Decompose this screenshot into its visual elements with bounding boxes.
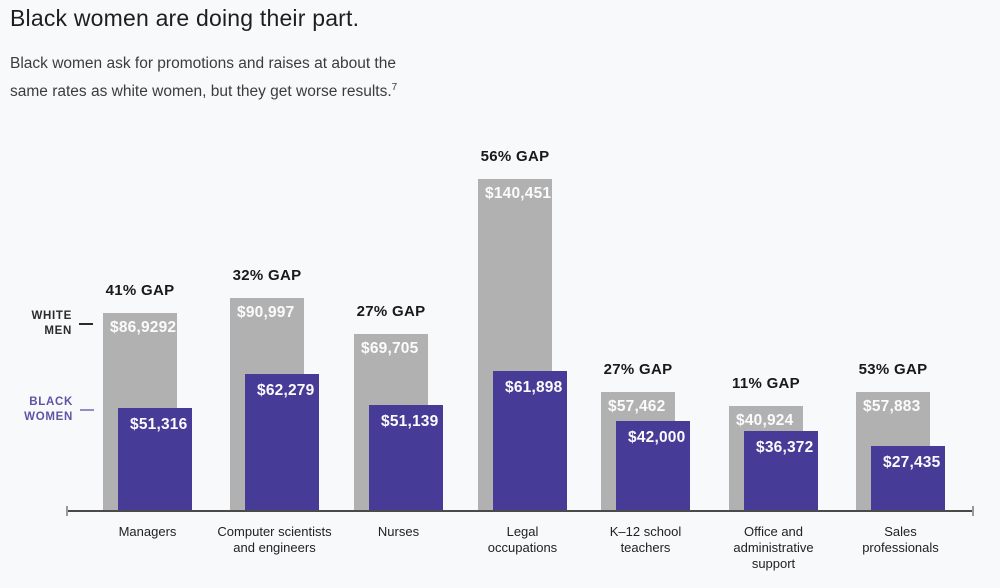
category-label: Managers (118, 524, 177, 539)
white-men-value-label: $40,924 (736, 412, 794, 429)
black-women-bar: $61,898 (493, 371, 567, 510)
gap-percent-label: 41% GAP (105, 282, 175, 299)
black-women-value-label: $27,435 (883, 454, 941, 471)
black-women-value-label: $51,139 (381, 413, 439, 430)
category-label: K–12 school teachers (609, 524, 682, 555)
category-label: Sales professionals (862, 524, 939, 555)
bar-group: 11% GAP $40,924 $36,372 (729, 0, 818, 510)
category-label: Computer scientists and engineers (217, 524, 332, 555)
white-men-value-label: $140,451 (485, 185, 552, 202)
subtitle-line-1: Black women ask for promotions and raise… (10, 55, 396, 72)
black-women-bar: $51,139 (369, 405, 443, 510)
gap-percent-label: 32% GAP (232, 267, 302, 284)
x-axis-left-tick (66, 506, 68, 516)
bar-group: 53% GAP $57,883 $27,435 (856, 0, 945, 510)
black-women-bar: $36,372 (744, 431, 818, 510)
black-women-value-label: $42,000 (628, 429, 686, 446)
legend-black-women-label: BLACK WOMEN (24, 396, 73, 423)
black-women-bar: $51,316 (118, 408, 192, 510)
bar-group: 27% GAP $57,462 $42,000 (601, 0, 690, 510)
category-label: Legal occupations (487, 524, 558, 555)
white-men-value-label: $57,462 (608, 398, 666, 415)
white-men-value-label: $86,9292 (110, 319, 177, 336)
legend-black-women: BLACK WOMEN (0, 395, 94, 425)
gap-percent-label: 27% GAP (356, 303, 426, 320)
x-axis-right-tick (972, 506, 974, 516)
gap-percent-label: 56% GAP (480, 148, 550, 165)
page-title: Black women are doing their part. (10, 5, 360, 31)
subtitle-line-2: same rates as white women, but they get … (10, 82, 398, 101)
chart-subtitle: Black women ask for promotions and raise… (10, 52, 397, 104)
category-label: Office and administrative support (733, 524, 814, 571)
black-women-value-label: $62,279 (257, 382, 315, 399)
white-men-value-label: $90,997 (237, 304, 295, 321)
gap-percent-label: 11% GAP (732, 375, 800, 392)
black-women-bar: $62,279 (245, 374, 319, 510)
gap-percent-label: 27% GAP (603, 361, 673, 378)
category-label: Nurses (377, 524, 420, 539)
bar-group: 32% GAP $90,997 $62,279 (230, 0, 319, 510)
footnote-marker: 7 (391, 82, 398, 93)
black-women-value-label: $51,316 (130, 416, 188, 433)
black-women-bar: $27,435 (871, 446, 945, 510)
black-women-bar: $42,000 (616, 421, 690, 510)
legend-white-men-dash-icon (79, 323, 93, 325)
bar-group: 27% GAP $69,705 $51,139 (354, 0, 443, 510)
legend-black-women-dash-icon (80, 409, 94, 411)
bar-group: 41% GAP $86,9292 $51,316 (103, 0, 192, 510)
white-men-value-label: $69,705 (361, 340, 419, 357)
gap-percent-label: 53% GAP (858, 361, 928, 378)
x-axis-line (66, 510, 974, 512)
legend-white-men: WHITE MEN (0, 309, 93, 339)
legend-white-men-label: WHITE MEN (31, 310, 72, 337)
black-women-value-label: $36,372 (756, 439, 814, 456)
black-women-value-label: $61,898 (505, 379, 563, 396)
white-men-value-label: $57,883 (863, 398, 921, 415)
bar-group: 56% GAP $140,451 $61,898 (478, 0, 567, 510)
